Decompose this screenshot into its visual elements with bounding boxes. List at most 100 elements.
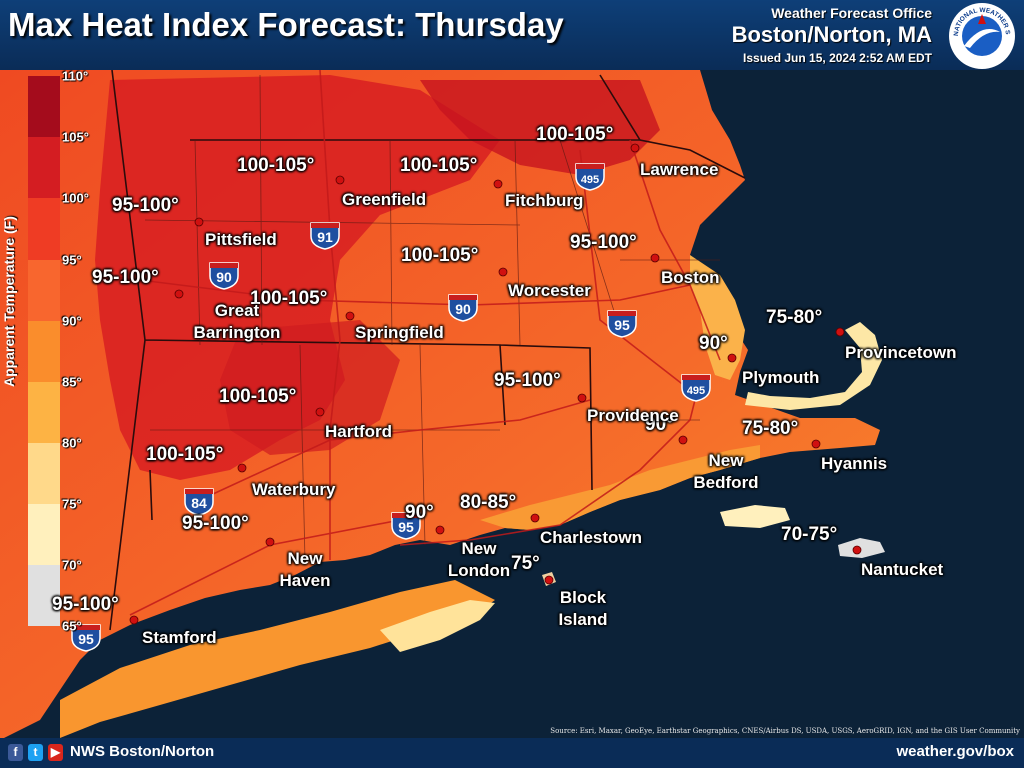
city-label-fitchburg: Fitchburg: [505, 191, 584, 210]
legend-swatch: [28, 443, 60, 504]
city-label-boston: Boston: [661, 268, 720, 287]
range-label-pittsfield: 95-100°: [112, 195, 179, 216]
interstate-number: 84: [191, 495, 207, 511]
legend-swatch: [28, 565, 60, 626]
interstate-shield-icon: 95: [71, 624, 101, 652]
legend-label-85: 85°: [62, 374, 82, 390]
range-label-hartford: 100-105°: [219, 386, 297, 407]
range-label-waterbury: 100-105°: [146, 444, 224, 465]
coastal-band-ma: [690, 255, 745, 380]
legend-label-90: 90°: [62, 313, 82, 329]
legend-label-70: 70°: [62, 557, 82, 573]
interstate-shield-icon: 495: [681, 374, 711, 402]
page-title: Max Heat Index Forecast: Thursday: [8, 6, 564, 43]
interstate-shield-icon: 95: [391, 512, 421, 540]
legend-label-105: 105°: [62, 129, 89, 145]
legend-color-bar: [28, 76, 60, 626]
range-label-providence: 95-100°: [494, 370, 561, 391]
legend-label-75: 75°: [62, 496, 82, 512]
nantucket-island: [838, 538, 885, 558]
range-label-new-london: 90°: [405, 502, 434, 523]
issued-timestamp: Issued Jun 15, 2024 2:52 AM EDT: [743, 51, 932, 65]
interstate-number: 495: [687, 385, 705, 397]
range-label-greenfield: 100-105°: [237, 155, 315, 176]
youtube-icon[interactable]: ▶: [48, 744, 63, 761]
long-island: [60, 580, 495, 738]
interstate-number: 95: [78, 631, 94, 647]
city-label-nantucket: Nantucket: [861, 560, 944, 579]
legend-swatch: [28, 504, 60, 565]
interstate-shield-icon: 90: [209, 262, 239, 290]
footer-bar: [0, 738, 1024, 768]
city-label-greenfield: Greenfield: [342, 190, 427, 209]
range-label-lawrence: 100-105°: [536, 124, 614, 145]
map-source-credit: Source: Esri, Maxar, GeoEye, Earthstar G…: [550, 727, 1020, 735]
nws-logo-icon: NATIONAL WEATHER SERVICE: [948, 2, 1015, 69]
interstate-number: 90: [216, 269, 232, 285]
range-label-new-haven: 95-100°: [182, 513, 249, 534]
legend-swatch: [28, 198, 60, 260]
range-label-new-bedford: 90°: [645, 414, 674, 435]
twitter-icon[interactable]: t: [28, 744, 43, 761]
range-label-great-barrington: 95-100°: [92, 267, 159, 288]
city-label-stamford: Stamford: [142, 628, 217, 647]
legend-swatch: [28, 321, 60, 382]
legend-label-100: 100°: [62, 190, 89, 206]
range-label-fitchburg: 100-105°: [400, 155, 478, 176]
office-label: Weather Forecast Office: [771, 5, 932, 21]
facebook-icon[interactable]: f: [8, 744, 23, 761]
city-label-worcester: Worcester: [508, 281, 591, 300]
marthas-vineyard: [720, 505, 790, 528]
legend-title: Apparent Temperature (F): [1, 216, 17, 387]
cape-cod: [745, 322, 882, 410]
legend-label-110: 110°: [62, 68, 89, 84]
long-island-fork: [380, 600, 495, 652]
legend-label-65: 65°: [62, 618, 82, 634]
city-label-springfield: Springfield: [355, 323, 444, 342]
hot-core-north: [420, 80, 660, 175]
range-label-provincetown: 75-80°: [766, 307, 823, 328]
city-label-new-bedford: New Bedford: [693, 451, 759, 492]
city-label-provincetown: Provincetown: [845, 343, 957, 362]
city-label-plymouth: Plymouth: [742, 368, 820, 387]
coastal-band-south: [480, 445, 760, 530]
legend-swatch: [28, 137, 60, 198]
legend-label-80: 80°: [62, 435, 82, 451]
legend-swatch: [28, 76, 60, 137]
header-bar: [0, 0, 1024, 70]
range-label-charlestown: 80-85°: [460, 492, 517, 513]
social-handle: NWS Boston/Norton: [70, 743, 215, 760]
city-label-great-barrington: Great Barrington: [193, 301, 281, 342]
city-label-hyannis: Hyannis: [821, 454, 888, 473]
interstate-shields: 495 91 90 90 95 495 84 95 95: [71, 163, 711, 652]
website-link[interactable]: weather.gov/box: [896, 743, 1014, 760]
interstate-shield-icon: 95: [607, 310, 637, 338]
city-label-new-london: New London: [447, 539, 511, 580]
interstate-shield-icon: 90: [448, 294, 478, 322]
interstate-number: 495: [581, 174, 599, 186]
range-label-nantucket: 70-75°: [781, 524, 838, 545]
interstate-shield-icon: 495: [575, 163, 605, 191]
city-label-waterbury: Waterbury: [252, 480, 336, 499]
hot-core-ct: [220, 320, 400, 455]
state-boundaries: [109, 69, 746, 631]
range-label-plymouth: 90°: [699, 333, 728, 354]
interstate-number: 91: [317, 229, 333, 245]
legend-label-95: 95°: [62, 252, 82, 268]
range-label-hyannis: 75-80°: [742, 418, 799, 439]
interstate-number: 90: [455, 301, 471, 317]
city-label-lawrence: Lawrence: [640, 160, 719, 179]
legend-swatch: [28, 260, 60, 321]
city-label-pittsfield: Pittsfield: [205, 230, 277, 249]
interstate-shield-icon: 84: [184, 488, 214, 516]
city-label-new-haven: New Haven: [279, 549, 331, 590]
range-label-springfield: 100-105°: [250, 288, 328, 309]
office-location: Boston/Norton, MA: [731, 22, 932, 47]
interstate-shield-icon: 91: [310, 222, 340, 250]
legend-swatch: [28, 382, 60, 443]
city-label-block-island: Block Island: [558, 588, 608, 629]
city-label-providence: Providence: [587, 406, 679, 425]
city-label-hartford: Hartford: [325, 422, 393, 441]
